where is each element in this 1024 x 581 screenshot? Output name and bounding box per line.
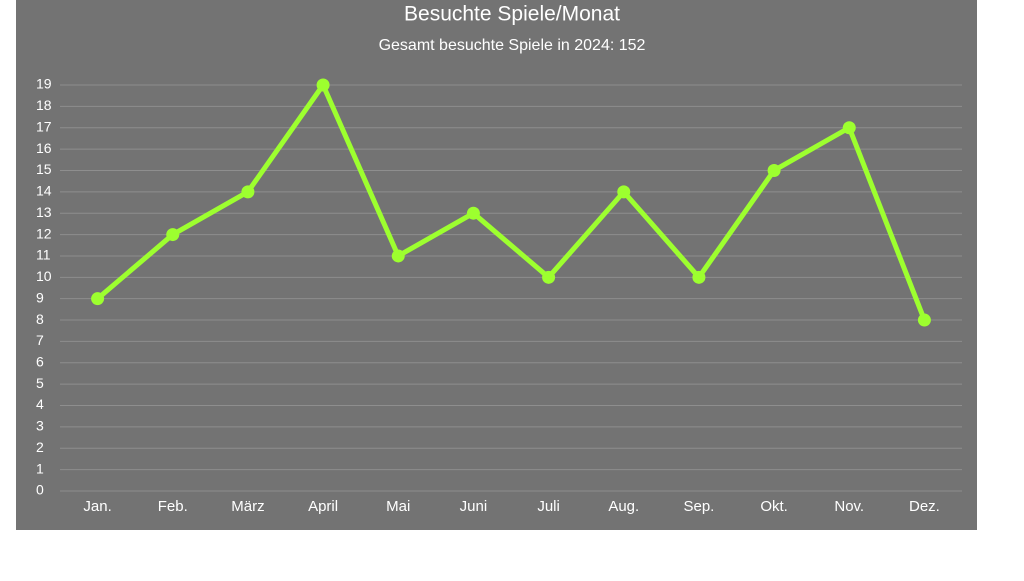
y-tick-label: 15 (36, 161, 52, 177)
x-tick-label: Feb. (158, 498, 188, 515)
y-tick-label: 17 (36, 118, 52, 134)
x-tick-label: Mai (386, 498, 410, 515)
chart-subtitle: Gesamt besuchte Spiele in 2024: 152 (379, 37, 646, 54)
data-point (767, 163, 781, 177)
data-line (95, 82, 927, 321)
data-point (466, 206, 480, 220)
y-tick-label: 0 (36, 482, 44, 498)
y-tick-label: 8 (36, 311, 44, 327)
data-point (166, 228, 180, 242)
x-tick-label: Nov. (834, 498, 864, 515)
y-tick-label: 19 (36, 76, 52, 92)
y-tick-label: 9 (36, 289, 44, 305)
y-tick-label: 5 (36, 375, 44, 391)
y-tick-label: 14 (36, 183, 52, 199)
data-point (91, 292, 105, 306)
x-tick-label: April (308, 498, 338, 515)
x-tick-label: Juli (537, 498, 560, 515)
data-point (316, 78, 330, 92)
x-tick-label: Aug. (608, 498, 639, 515)
data-point (542, 270, 556, 284)
data-point (241, 185, 255, 199)
y-tick-label: 12 (36, 225, 52, 241)
y-tick-label: 16 (36, 140, 52, 156)
y-tick-label: 2 (36, 439, 44, 455)
y-tick-label: 10 (36, 268, 52, 284)
data-point (617, 185, 631, 199)
chart-background (16, 0, 977, 530)
data-point (692, 270, 706, 284)
x-tick-label: Okt. (760, 498, 788, 515)
data-point (391, 249, 405, 263)
x-tick-label: März (231, 498, 264, 515)
y-tick-label: 3 (36, 418, 44, 434)
y-tick-label: 13 (36, 204, 52, 220)
chart-title: Besuchte Spiele/Monat (404, 3, 620, 26)
data-point (842, 121, 856, 135)
y-tick-label: 4 (36, 396, 44, 412)
y-tick-label: 18 (36, 97, 52, 113)
y-tick-label: 6 (36, 353, 44, 369)
data-point (917, 313, 931, 327)
x-tick-label: Jan. (83, 498, 111, 515)
y-tick-label: 11 (36, 247, 51, 263)
x-tick-label: Sep. (683, 498, 714, 515)
y-tick-label: 1 (36, 460, 44, 476)
y-tick-label: 7 (36, 332, 44, 348)
x-tick-label: Juni (460, 498, 488, 515)
x-tick-label: Dez. (909, 498, 940, 515)
